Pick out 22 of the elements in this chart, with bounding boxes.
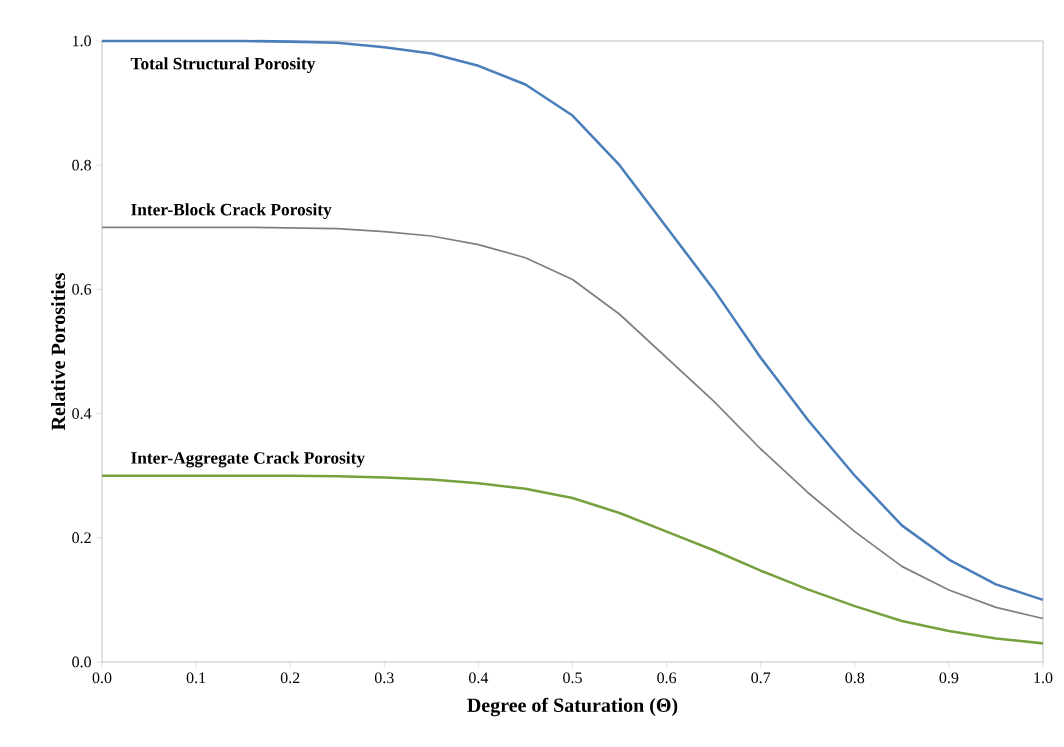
x-tick-label: 0.8 [845, 672, 865, 684]
x-tick-label: 0.2 [280, 672, 300, 684]
x-tick-label: 0.4 [469, 672, 489, 684]
x-tick-label: 0.3 [374, 672, 394, 684]
series-label: Total Structural Porosity [130, 57, 316, 74]
x-tick-label: 0.6 [657, 672, 677, 684]
y-tick-label: 0.8 [72, 159, 91, 171]
x-tick-label: 0.7 [751, 672, 771, 684]
x-tick-label: 0.9 [939, 672, 959, 684]
y-tick-label: 0.0 [72, 656, 91, 668]
y-tick-label: 0.2 [72, 532, 91, 544]
y-tick-label: 1.0 [73, 35, 91, 47]
y-tick-label: 0.4 [72, 408, 92, 420]
y-axis-title: Relative Porosities [51, 273, 66, 431]
series-label: Inter-Aggregate Crack Porosity [131, 451, 365, 468]
series-label: Inter-Block Crack Porosity [131, 203, 332, 220]
x-tick-label: 0.5 [563, 672, 582, 684]
x-axis-title: Degree of Saturation (Θ) [467, 697, 678, 717]
x-tick-label: 0.0 [92, 672, 112, 684]
x-tick-label: 0.1 [186, 672, 206, 684]
y-tick-label: 0.6 [72, 283, 92, 295]
x-tick-label: 1.0 [1034, 672, 1053, 684]
